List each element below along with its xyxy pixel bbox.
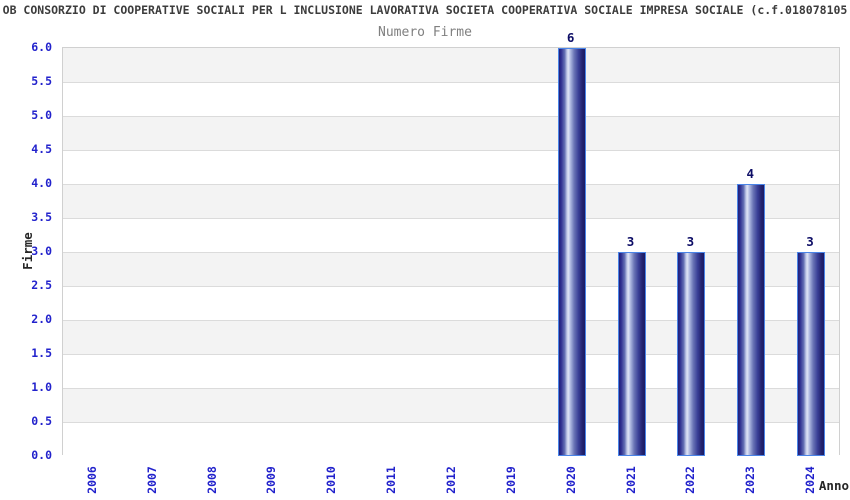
gridline [63, 388, 839, 389]
bar-value-label: 3 [686, 234, 695, 249]
y-tick-label: 2.0 [31, 312, 52, 326]
gridline [63, 82, 839, 83]
bar-2021[interactable] [617, 252, 646, 456]
y-tick-label: 5.0 [31, 108, 52, 122]
x-tick-label: 2006 [84, 466, 99, 494]
y-tick-label: 0.5 [31, 414, 52, 428]
bar-2020[interactable] [557, 48, 586, 456]
gridline [63, 422, 839, 423]
y-tick-label: 5.5 [31, 74, 52, 88]
bar-value-label: 3 [626, 234, 635, 249]
y-tick-label: 0.0 [31, 448, 52, 462]
x-tick-label: 2021 [623, 466, 638, 494]
grid-band [63, 320, 839, 354]
grid-band [63, 422, 839, 456]
y-tick-label: 4.5 [31, 142, 52, 156]
gridline [63, 150, 839, 151]
y-tick-label: 4.0 [31, 176, 52, 190]
y-tick-label: 1.0 [31, 380, 52, 394]
x-axis-title: Anno [818, 478, 849, 493]
plot-area [62, 47, 840, 456]
x-tick-label: 2020 [563, 466, 578, 494]
bar-2022[interactable] [677, 252, 706, 456]
bar-value-label: 6 [566, 30, 575, 45]
bar-2023[interactable] [737, 184, 766, 456]
grid-band [63, 82, 839, 116]
gridline [63, 320, 839, 321]
gridline [63, 286, 839, 287]
bar-value-label: 4 [746, 166, 754, 181]
y-tick-label: 6.0 [31, 40, 52, 54]
grid-band [63, 252, 839, 286]
y-tick-label: 3.0 [31, 244, 52, 258]
x-tick-label: 2012 [444, 466, 458, 494]
gridline [63, 116, 839, 117]
y-tick-label: 3.5 [31, 210, 52, 224]
grid-band [63, 286, 839, 320]
x-tick-label: 2011 [384, 466, 399, 494]
gridline [63, 218, 839, 219]
chart-title: OB CONSORZIO DI COOPERATIVE SOCIALI PER … [2, 3, 848, 17]
grid-band [63, 354, 839, 388]
x-tick-label: 2022 [683, 466, 698, 494]
x-tick-label: 2008 [204, 466, 219, 494]
y-tick-label: 2.5 [31, 278, 52, 292]
bar-2024[interactable] [797, 252, 826, 456]
grid-band [63, 184, 839, 218]
grid-band [63, 48, 839, 82]
bar-value-label: 3 [806, 234, 814, 249]
gridline [63, 252, 839, 253]
gridline [63, 354, 839, 355]
grid-band [63, 218, 839, 252]
y-tick-label: 1.5 [31, 346, 52, 360]
x-tick-label: 2019 [503, 466, 518, 494]
x-tick-label: 2023 [743, 466, 758, 494]
x-tick-label: 2010 [324, 466, 339, 494]
grid-band [63, 116, 839, 150]
x-tick-label: 2007 [144, 466, 159, 494]
grid-band [63, 150, 839, 184]
gridline [63, 184, 839, 185]
x-tick-label: 2024 [803, 466, 818, 494]
x-tick-label: 2009 [264, 466, 279, 494]
chart-subtitle: Numero Firme [378, 25, 472, 40]
grid-band [63, 388, 839, 422]
